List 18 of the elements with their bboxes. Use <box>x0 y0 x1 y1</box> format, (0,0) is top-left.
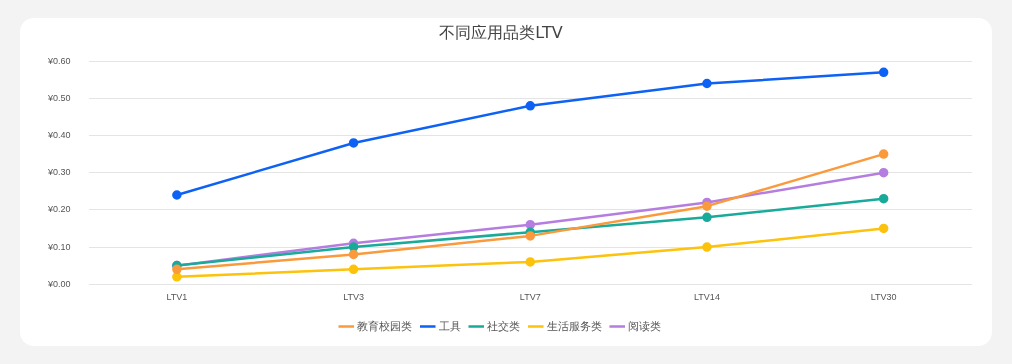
x-tick-label: LTV3 <box>343 292 364 303</box>
y-tick-label: ¥0.60 <box>46 55 71 66</box>
y-tick-label: ¥0.30 <box>46 167 71 178</box>
legend-label: 工具 <box>438 319 461 332</box>
legend-label: 教育校园类 <box>357 319 413 332</box>
x-tick-label: LTV14 <box>694 292 720 303</box>
x-tick-label: LTV1 <box>166 292 188 303</box>
y-tick-label: ¥0.50 <box>46 92 71 103</box>
legend-label: 阅读类 <box>628 319 662 332</box>
legend-label: 生活服务类 <box>546 319 602 332</box>
y-tick-label: ¥0.10 <box>46 241 71 252</box>
y-tick-label: ¥0.00 <box>46 278 71 289</box>
x-tick-label: LTV30 <box>870 292 897 303</box>
y-tick-label: ¥0.40 <box>46 130 71 141</box>
chart-title: 不同应用品类LTV <box>439 22 563 42</box>
y-tick-label: ¥0.20 <box>46 204 71 215</box>
legend-label: 社交类 <box>487 319 521 332</box>
x-tick-label: LTV7 <box>519 292 541 303</box>
